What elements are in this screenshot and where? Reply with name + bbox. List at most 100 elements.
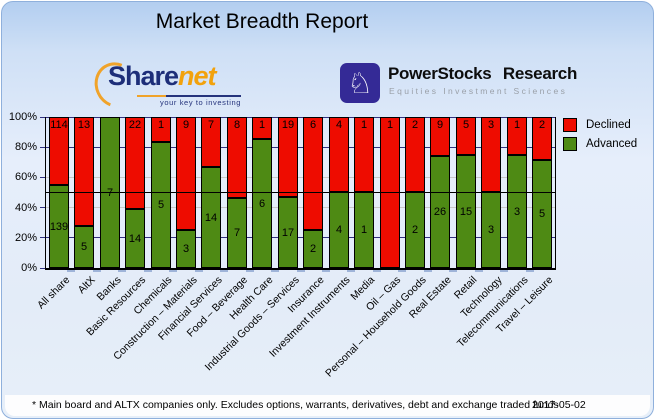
advanced-count-label: 1 [360, 224, 368, 236]
bar-segment-declined: 1 [252, 117, 272, 139]
advanced-count-label: 2 [411, 224, 419, 236]
declined-count-label: 6 [309, 119, 317, 131]
sharenet-wordmark-share: Share [108, 61, 179, 91]
bar-segment-advanced: 5 [74, 226, 94, 268]
advanced-count-label: 5 [80, 241, 88, 253]
declined-count-label: 7 [207, 119, 215, 131]
bar-segment-advanced: 26 [430, 156, 450, 268]
bar-segment-declined: 4 [329, 117, 349, 192]
x-axis-tick [67, 270, 76, 272]
bar: 22 14 [125, 117, 145, 268]
advanced-count-label: 2 [309, 243, 317, 255]
declined-count-label: 1 [513, 119, 521, 131]
bar-segment-declined: 1 [151, 117, 171, 142]
advanced-count-label: 3 [487, 224, 495, 236]
advanced-count-label: 3 [182, 243, 190, 255]
x-axis-line [45, 268, 556, 270]
x-axis-tick [500, 270, 509, 272]
advanced-count-label: 5 [157, 199, 165, 211]
advanced-count-label: 14 [204, 211, 218, 224]
y-axis-tick [40, 267, 46, 269]
sharenet-tagline: your key to investing [160, 98, 241, 107]
legend-row-declined: Declined [563, 117, 637, 132]
sharenet-rule [137, 95, 241, 97]
bar-segment-advanced: 4 [329, 192, 349, 268]
bar-segment-declined: 19 [278, 117, 298, 197]
advanced-count-label: 7 [233, 227, 241, 239]
declined-count-label: 2 [538, 119, 546, 131]
y-axis-tick [40, 237, 46, 239]
x-axis-tick [143, 270, 152, 272]
bar: 9 26 [430, 117, 450, 268]
report-title: Market Breadth Report [155, 10, 369, 33]
y-axis-tick [40, 176, 46, 178]
advanced-count-label: 15 [459, 205, 473, 218]
bar-segment-declined: 2 [405, 117, 425, 192]
x-axis-tick [245, 270, 254, 272]
x-axis-tick [525, 270, 534, 272]
y-axis-tick [40, 146, 46, 148]
footer-strip [5, 395, 650, 416]
bar-segment-advanced: 6 [252, 139, 272, 268]
bar-segment-advanced: 14 [201, 167, 221, 268]
bar-segment-declined: 9 [176, 117, 196, 230]
advanced-count-label: 6 [258, 197, 266, 210]
sharenet-wordmark-net: net [178, 61, 216, 91]
x-axis-tick [194, 270, 203, 272]
bar-segment-advanced: 15 [456, 155, 476, 268]
declined-count-label: 22 [128, 119, 142, 131]
declined-count-label: 5 [462, 119, 470, 131]
y-axis-tick [40, 116, 46, 118]
x-axis-tick [372, 270, 381, 272]
bar-segment-declined: 1 [507, 117, 527, 155]
legend-declined-label: Declined [586, 118, 631, 131]
declined-count-label: 4 [335, 119, 343, 131]
bar-segment-declined: 6 [303, 117, 323, 230]
bar: 13 5 [74, 117, 94, 268]
advanced-count-label: 3 [513, 205, 521, 218]
x-axis-tick [423, 270, 432, 272]
bar-segment-declined: 5 [456, 117, 476, 155]
bar-segment-advanced: 3 [507, 155, 527, 268]
x-axis-tick [474, 270, 483, 272]
footnote: * Main board and ALTX companies only. Ex… [32, 399, 559, 411]
gridline-80 [46, 146, 555, 148]
x-axis-tick [92, 270, 101, 272]
bar-segment-advanced: 3 [481, 192, 501, 268]
declined-count-label: 1 [157, 119, 165, 131]
y-axis-tick [40, 207, 46, 209]
x-axis-label: AltX [75, 274, 98, 297]
gridline-100 [46, 116, 555, 118]
x-axis-tick [296, 270, 305, 272]
gridline-20 [46, 237, 555, 239]
advanced-count-label: 4 [335, 224, 343, 236]
x-axis-label: All share [35, 274, 73, 312]
y-axis-line [45, 117, 46, 268]
bar-segment-advanced: 5 [151, 142, 171, 268]
advanced-count-label: 5 [538, 208, 546, 220]
declined-count-label: 1 [360, 119, 368, 131]
bar: 5 15 [456, 117, 476, 268]
x-axis-tick [118, 270, 127, 272]
x-axis-tick [169, 270, 178, 272]
declined-count-label: 19 [281, 119, 295, 131]
chart-legend: Declined Advanced [563, 117, 637, 155]
bar-segment-advanced: 1 [354, 192, 374, 268]
x-axis-tick [271, 270, 280, 272]
y-axis-label: 0% [21, 262, 37, 274]
declined-count-label: 9 [436, 119, 444, 131]
legend-declined-swatch [563, 117, 577, 132]
advanced-count-label: 139 [49, 220, 69, 233]
bar-segment-advanced: 2 [303, 230, 323, 268]
bar-segment-declined: 13 [74, 117, 94, 226]
sharenet-wordmark: Sharenet [108, 61, 217, 92]
declined-count-label: 114 [50, 119, 68, 131]
